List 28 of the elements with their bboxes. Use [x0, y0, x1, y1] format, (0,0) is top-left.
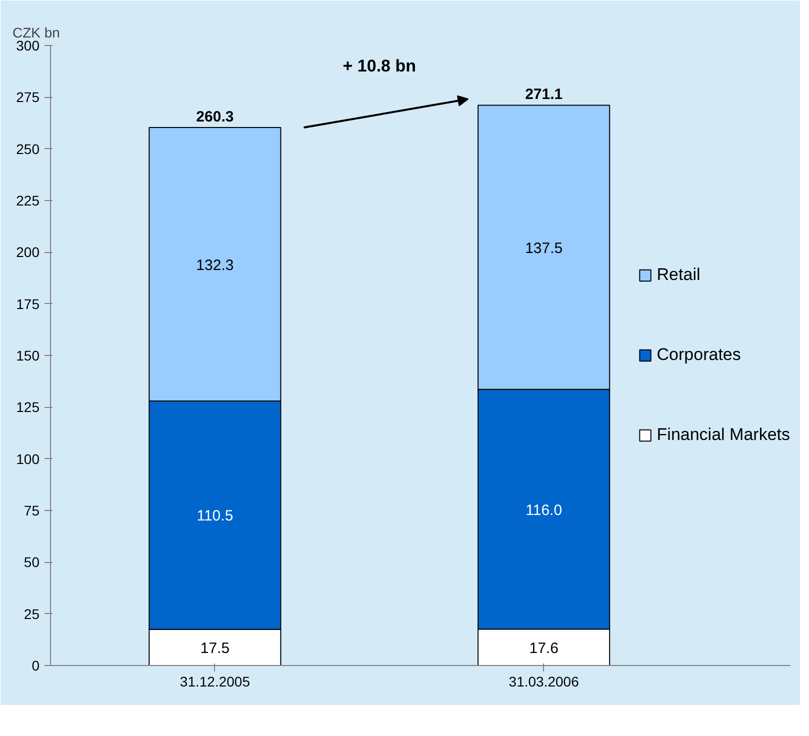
y-tick-label: 275	[16, 89, 40, 106]
y-tick-label: 250	[16, 140, 40, 157]
data-label: 132.3	[196, 256, 234, 274]
data-label: 116.0	[526, 502, 562, 519]
data-label: 137.5	[525, 240, 563, 257]
legend-label: Financial Markets	[656, 425, 790, 445]
data-label: 17.5	[200, 640, 230, 657]
y-axis-title: CZK bn	[12, 24, 60, 40]
y-tick-label: 25	[24, 606, 40, 622]
x-tick-label: 31.03.2006	[508, 674, 580, 690]
y-tick-label: 125	[16, 399, 40, 416]
total-label: 260.3	[196, 108, 234, 126]
annotation: + 10.8 bn	[342, 56, 416, 76]
y-tick-label: 150	[16, 348, 40, 364]
y-tick-label: 300	[16, 38, 40, 54]
y-tick-label: 225	[16, 192, 40, 208]
y-tick-label: 200	[16, 244, 40, 260]
y-tick-label: 50	[24, 554, 40, 570]
legend-label: Corporates	[656, 345, 741, 365]
x-tick-label: 31.12.2005	[180, 674, 250, 690]
y-tick-label: 175	[16, 296, 40, 312]
data-label: 17.6	[529, 640, 558, 657]
legend-label: Retail	[656, 265, 700, 285]
y-tick-label: 100	[16, 450, 40, 467]
y-tick-label: 75	[24, 502, 40, 518]
data-label: 110.5	[196, 508, 234, 525]
y-tick-label: 0	[32, 658, 40, 674]
total-label: 271.1	[525, 86, 563, 104]
